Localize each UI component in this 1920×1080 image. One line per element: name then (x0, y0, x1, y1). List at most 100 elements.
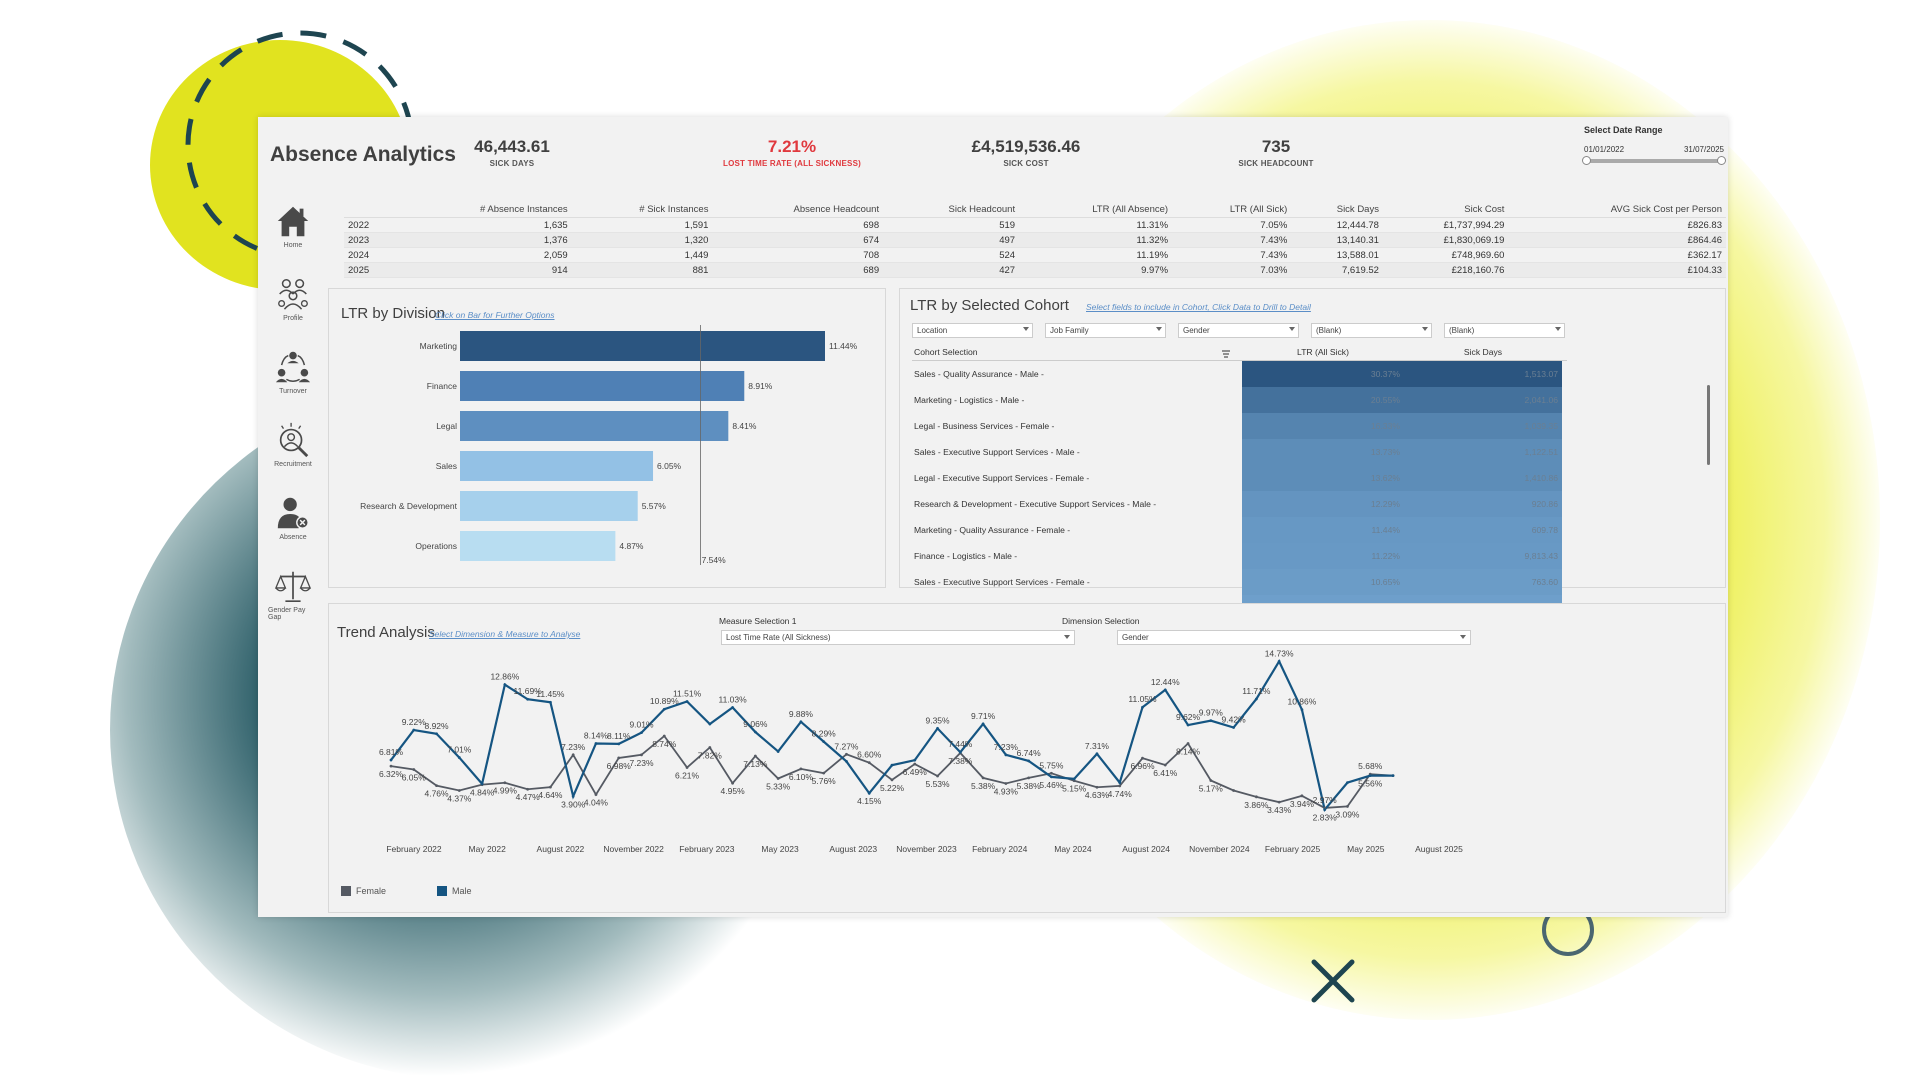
data-point-female[interactable] (1209, 779, 1213, 782)
data-point-female[interactable] (867, 761, 871, 765)
data-point-female[interactable] (799, 767, 803, 771)
data-point-female[interactable] (1254, 795, 1258, 799)
date-range-slider[interactable]: Select Date Range 01/01/2022 31/07/2025 (1582, 125, 1726, 165)
data-point-male[interactable] (799, 720, 803, 724)
cohort-sick-days-cell[interactable]: 1,039.35 (1404, 413, 1562, 439)
date-range-track[interactable] (1582, 156, 1726, 165)
cohort-filter-dropdown[interactable]: Job Family (1045, 323, 1166, 338)
data-point-male[interactable] (685, 700, 689, 703)
sidebar-item-profile[interactable]: Profile (268, 275, 318, 348)
data-point-male[interactable] (526, 697, 530, 701)
data-point-female[interactable] (822, 771, 826, 775)
data-point-female[interactable] (1186, 742, 1190, 745)
cohort-ltr-cell[interactable]: 30.37% (1242, 361, 1404, 387)
cohort-row[interactable]: Marketing - Quality Assurance - Female -… (912, 517, 1567, 543)
data-point-male[interactable] (822, 740, 826, 744)
data-point-female[interactable] (1346, 805, 1349, 808)
division-bar[interactable] (460, 371, 745, 401)
cohort-filter-dropdown[interactable]: (Blank) (1444, 323, 1565, 338)
sidebar-item-home[interactable]: Home (268, 202, 318, 275)
measure-selection-dropdown[interactable]: Lost Time Rate (All Sickness) (721, 630, 1075, 645)
data-point-male[interactable] (867, 791, 871, 795)
data-point-female[interactable] (526, 787, 530, 791)
cohort-row[interactable]: Sales - Executive Support Services - Fem… (912, 569, 1567, 595)
data-point-male[interactable] (662, 707, 666, 711)
dimension-selection-dropdown[interactable]: Gender (1117, 630, 1471, 645)
cohort-ltr-cell[interactable]: 12.29% (1242, 491, 1404, 517)
division-bar[interactable] (460, 411, 729, 441)
data-point-female[interactable] (662, 734, 666, 738)
cohort-ltr-cell[interactable]: 11.44% (1242, 517, 1404, 543)
sidebar-item-gender-pay-gap[interactable]: Gender Pay Gap (268, 567, 318, 640)
sidebar-item-turnover[interactable]: Turnover (268, 348, 318, 421)
data-point-female[interactable] (1118, 784, 1122, 788)
date-range-end-handle[interactable] (1717, 156, 1726, 165)
data-point-male[interactable] (753, 730, 757, 734)
data-point-male[interactable] (389, 758, 393, 762)
data-point-male[interactable] (1004, 753, 1008, 757)
cohort-row[interactable]: Marketing - Logistics - Male - 20.55% 2,04… (912, 387, 1567, 413)
cohort-filter-dropdown[interactable]: (Blank) (1311, 323, 1432, 338)
data-point-male[interactable] (913, 758, 917, 762)
division-bar[interactable] (460, 331, 825, 361)
data-point-male[interactable] (890, 763, 894, 767)
cohort-row[interactable]: Research & Development - Executive Suppo… (912, 491, 1567, 517)
cohort-sick-days-cell[interactable]: 2,041.06 (1404, 387, 1562, 413)
data-point-female[interactable] (1004, 782, 1008, 785)
data-point-female[interactable] (731, 781, 734, 785)
data-point-male[interactable] (708, 722, 712, 726)
data-point-male[interactable] (1346, 781, 1349, 785)
data-point-female[interactable] (1232, 789, 1235, 792)
data-point-female[interactable] (594, 793, 598, 796)
data-point-male[interactable] (1118, 781, 1122, 785)
data-point-female[interactable] (890, 778, 894, 782)
cohort-scrollbar[interactable] (1707, 385, 1710, 465)
cohort-row[interactable]: Sales - Quality Assurance - Male - 30.37%… (912, 361, 1567, 387)
division-bar-chart[interactable]: Marketing 11.44% Finance 8.91% Legal 8.41% Sal… (329, 325, 885, 587)
cohort-ltr-cell[interactable]: 10.65% (1242, 569, 1404, 595)
data-point-female[interactable] (1050, 771, 1053, 775)
data-point-male[interactable] (1368, 774, 1372, 778)
cohort-ltr-cell[interactable]: 13.73% (1242, 439, 1404, 465)
data-point-female[interactable] (685, 766, 689, 769)
trend-panel-hint-link[interactable]: Select Dimension & Measure to Analyse (429, 629, 581, 639)
data-point-male[interactable] (776, 750, 780, 753)
division-bar[interactable] (460, 451, 654, 481)
trend-line-chart[interactable]: 6.32%6.05% 4.76%4.37%4.84%4.99%4.47%4.64%… (329, 650, 1725, 876)
data-point-female[interactable] (1163, 763, 1167, 767)
data-point-male[interactable] (1209, 719, 1213, 723)
data-point-female[interactable] (1027, 776, 1031, 780)
data-point-male[interactable] (1232, 726, 1235, 729)
data-point-male[interactable] (457, 756, 461, 759)
data-point-male[interactable] (1254, 697, 1258, 701)
data-point-male[interactable] (503, 683, 507, 687)
sidebar-item-recruitment[interactable]: Recruitment (268, 421, 318, 494)
legend-item-female[interactable]: Female (341, 886, 386, 896)
data-point-female[interactable] (1141, 756, 1144, 760)
cohort-ltr-cell[interactable]: 20.55% (1242, 387, 1404, 413)
sidebar-item-absence[interactable]: Absence (268, 494, 318, 567)
cohort-sick-days-cell[interactable]: 920.86 (1404, 491, 1562, 517)
data-point-male[interactable] (845, 760, 848, 763)
data-point-female[interactable] (1095, 785, 1099, 789)
cohort-sick-days-cell[interactable]: 1,410.86 (1404, 465, 1562, 491)
data-point-male[interactable] (1300, 708, 1304, 711)
cohort-ltr-cell[interactable]: 13.62% (1242, 465, 1404, 491)
data-point-female[interactable] (435, 784, 438, 788)
data-point-male[interactable] (936, 727, 939, 730)
data-point-female[interactable] (617, 756, 621, 760)
data-point-female[interactable] (503, 781, 507, 785)
data-point-male[interactable] (1027, 759, 1031, 763)
division-panel-hint-link[interactable]: Click on Bar for Further Options (435, 310, 555, 320)
data-point-male[interactable] (640, 731, 643, 735)
data-point-male[interactable] (412, 728, 416, 732)
data-point-male[interactable] (1323, 808, 1327, 812)
data-point-male[interactable] (1141, 705, 1144, 709)
cohort-row[interactable]: Legal - Executive Support Services - Fem… (912, 465, 1567, 491)
cohort-row[interactable]: Sales - Executive Support Services - Mal… (912, 439, 1567, 465)
division-bar[interactable] (460, 531, 616, 561)
data-point-male[interactable] (981, 722, 985, 726)
cohort-filter-dropdown[interactable]: Location (912, 323, 1033, 338)
data-point-female[interactable] (776, 777, 780, 780)
cohort-ltr-cell[interactable]: 16.33% (1242, 413, 1404, 439)
